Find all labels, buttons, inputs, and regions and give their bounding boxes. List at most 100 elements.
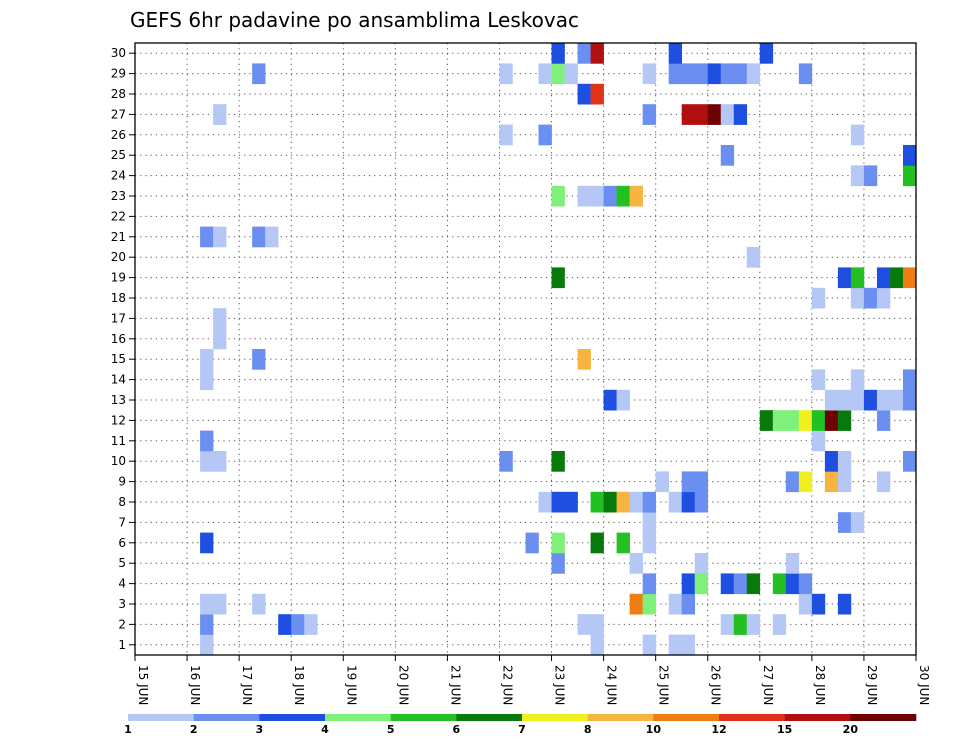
heatmap-cell — [525, 532, 539, 554]
heatmap-cell — [850, 124, 865, 146]
y-tick-label: 13 — [111, 393, 126, 407]
heatmap-cell — [252, 63, 266, 85]
x-tick-label: 19 JUN — [344, 665, 358, 705]
y-tick-label: 3 — [118, 597, 126, 611]
heatmap-cell — [876, 389, 891, 411]
colorbar-label: 5 — [387, 723, 395, 736]
heatmap-cell — [850, 267, 865, 289]
heatmap-cell — [902, 451, 917, 472]
heatmap-cell — [577, 614, 591, 635]
heatmap-cell — [772, 614, 787, 635]
x-tick-label: 25 JUN — [657, 665, 671, 705]
y-tick-label: 11 — [111, 434, 126, 448]
y-tick-label: 16 — [111, 332, 126, 346]
heatmap-cell — [824, 389, 839, 411]
heatmap-cell — [642, 634, 656, 656]
heatmap-cell — [668, 491, 682, 513]
heatmap-cell — [837, 471, 852, 493]
heatmap-cell — [902, 267, 917, 289]
heatmap-cell — [642, 104, 656, 125]
heatmap-cell — [213, 593, 227, 615]
heatmap-cell — [668, 634, 682, 656]
colorbar-segment — [719, 714, 785, 721]
heatmap-cell — [577, 349, 591, 370]
heatmap-cell — [629, 491, 643, 513]
colorbar-label: 20 — [843, 723, 859, 736]
heatmap-cell — [733, 63, 748, 85]
heatmap-cell — [304, 614, 318, 635]
y-tick-label: 4 — [118, 577, 126, 591]
y-tick-label: 20 — [111, 250, 126, 264]
heatmap-cell — [590, 185, 604, 207]
heatmap-cell — [538, 491, 552, 513]
heatmap-cell — [590, 614, 604, 635]
colorbar-segment — [522, 714, 588, 721]
colorbar-segment — [325, 714, 391, 721]
heatmap-cell — [577, 43, 591, 64]
heatmap-cell — [694, 491, 709, 513]
heatmap-cell — [551, 185, 565, 207]
heatmap-cell — [200, 430, 214, 452]
colorbar-label: 15 — [777, 723, 792, 736]
y-tick-label: 7 — [118, 515, 126, 529]
colorbar-label: 12 — [711, 723, 726, 736]
x-tick-label: 15 JUN — [136, 665, 150, 705]
heatmap-cell — [694, 553, 709, 574]
colorbar-segment — [128, 714, 194, 721]
heatmap-cell — [876, 410, 891, 431]
heatmap-cell — [291, 614, 305, 635]
x-tick-label: 24 JUN — [605, 665, 619, 705]
heatmap-cell — [785, 573, 800, 595]
heatmap-cell — [265, 226, 279, 248]
y-tick-label: 30 — [111, 46, 126, 60]
heatmap-cell — [889, 389, 904, 411]
heatmap-cell — [850, 165, 865, 187]
chart-title: GEFS 6hr padavine po ansamblima Leskovac — [130, 8, 579, 32]
heatmap-cell — [577, 83, 591, 105]
heatmap-cell — [642, 593, 656, 615]
x-tick-label: 28 JUN — [813, 665, 827, 705]
heatmap-cell — [668, 43, 682, 64]
y-tick-label: 15 — [111, 352, 126, 366]
heatmap-cell — [902, 369, 917, 391]
heatmap-cell — [252, 593, 266, 615]
y-tick-label: 8 — [118, 495, 126, 509]
y-tick-label: 23 — [111, 189, 126, 203]
heatmap-cell — [850, 512, 865, 533]
heatmap-cell — [759, 410, 774, 431]
heatmap-cell — [837, 267, 852, 289]
heatmap-cell — [642, 573, 656, 595]
heatmap-cell — [681, 63, 696, 85]
heatmap-cell — [772, 573, 787, 595]
y-tick-label: 2 — [118, 617, 126, 631]
y-tick-label: 14 — [111, 373, 126, 387]
heatmap-cell — [746, 614, 761, 635]
x-tick-label: 27 JUN — [761, 665, 775, 705]
heatmap-cell — [876, 267, 891, 289]
heatmap-cell — [759, 43, 774, 64]
heatmap-cell — [720, 63, 735, 85]
heatmap-cell — [720, 614, 735, 635]
heatmap-cell — [863, 287, 878, 309]
heatmap-cell — [876, 287, 891, 309]
colorbar-segment — [390, 714, 457, 721]
plot-frame — [134, 42, 917, 656]
heatmap-cell — [564, 491, 578, 513]
y-tick-label: 22 — [111, 209, 126, 223]
colorbar-label: 7 — [518, 723, 526, 736]
colorbar-segment — [850, 714, 917, 721]
heatmap-cell — [720, 145, 735, 166]
heatmap-cell — [681, 573, 696, 595]
y-tick-label: 1 — [118, 638, 126, 652]
heatmap-cell — [200, 369, 214, 391]
heatmap-cell — [655, 471, 669, 493]
heatmap-cell — [863, 165, 878, 187]
heatmap-cell — [603, 491, 617, 513]
heatmap-cell — [252, 349, 266, 370]
heatmap-cell — [837, 593, 852, 615]
colorbar-segment — [193, 714, 260, 721]
colorbar-segment — [587, 714, 654, 721]
y-tick-label: 24 — [111, 169, 126, 183]
colorbar-segment — [259, 714, 326, 721]
